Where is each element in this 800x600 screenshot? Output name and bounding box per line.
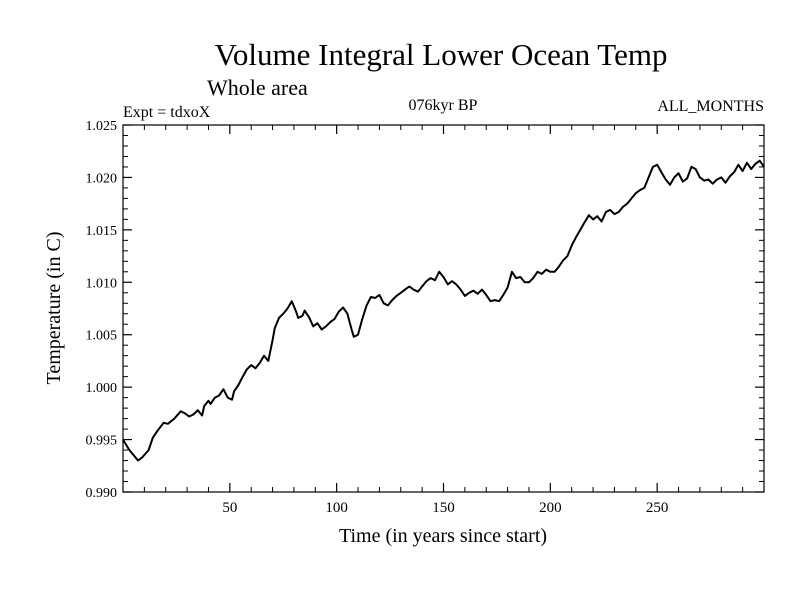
y-axis: 0.990 0.995 1.000 1.005 1.010 1.015 1.020 1.025: [86, 119, 764, 501]
y-tick-label: 0.990: [86, 486, 118, 501]
x-tick-label: 200: [539, 500, 562, 516]
y-tick-label: 0.995: [86, 434, 118, 449]
y-axis-label: Temperature (in C): [43, 232, 65, 385]
y-tick-label: 1.025: [86, 119, 118, 134]
x-tick-label: 50: [222, 500, 237, 516]
y-tick-label: 1.000: [86, 381, 118, 396]
x-tick-label: 250: [646, 500, 669, 516]
chart-title: Volume Integral Lower Ocean Temp: [215, 37, 668, 72]
series-line: [122, 159, 765, 462]
y-tick-label: 1.015: [86, 224, 118, 239]
period-label: 076kyr BP: [409, 97, 478, 114]
y-tick-label: 1.005: [86, 329, 118, 344]
x-tick-label: 100: [325, 500, 348, 516]
chart-subtitle: Whole area: [207, 75, 308, 100]
y-tick-label: 1.010: [86, 276, 118, 291]
plot-frame: [122, 124, 765, 493]
months-label: ALL_MONTHS: [657, 98, 764, 115]
y-tick-label: 1.020: [86, 171, 118, 186]
experiment-label: Expt = tdxoX: [123, 104, 211, 121]
x-axis-label: Time (in years since start): [339, 525, 547, 547]
x-axis: 50 100 150 200 250: [222, 125, 668, 516]
x-tick-label: 150: [432, 500, 455, 516]
minor-ticks: [123, 125, 764, 492]
